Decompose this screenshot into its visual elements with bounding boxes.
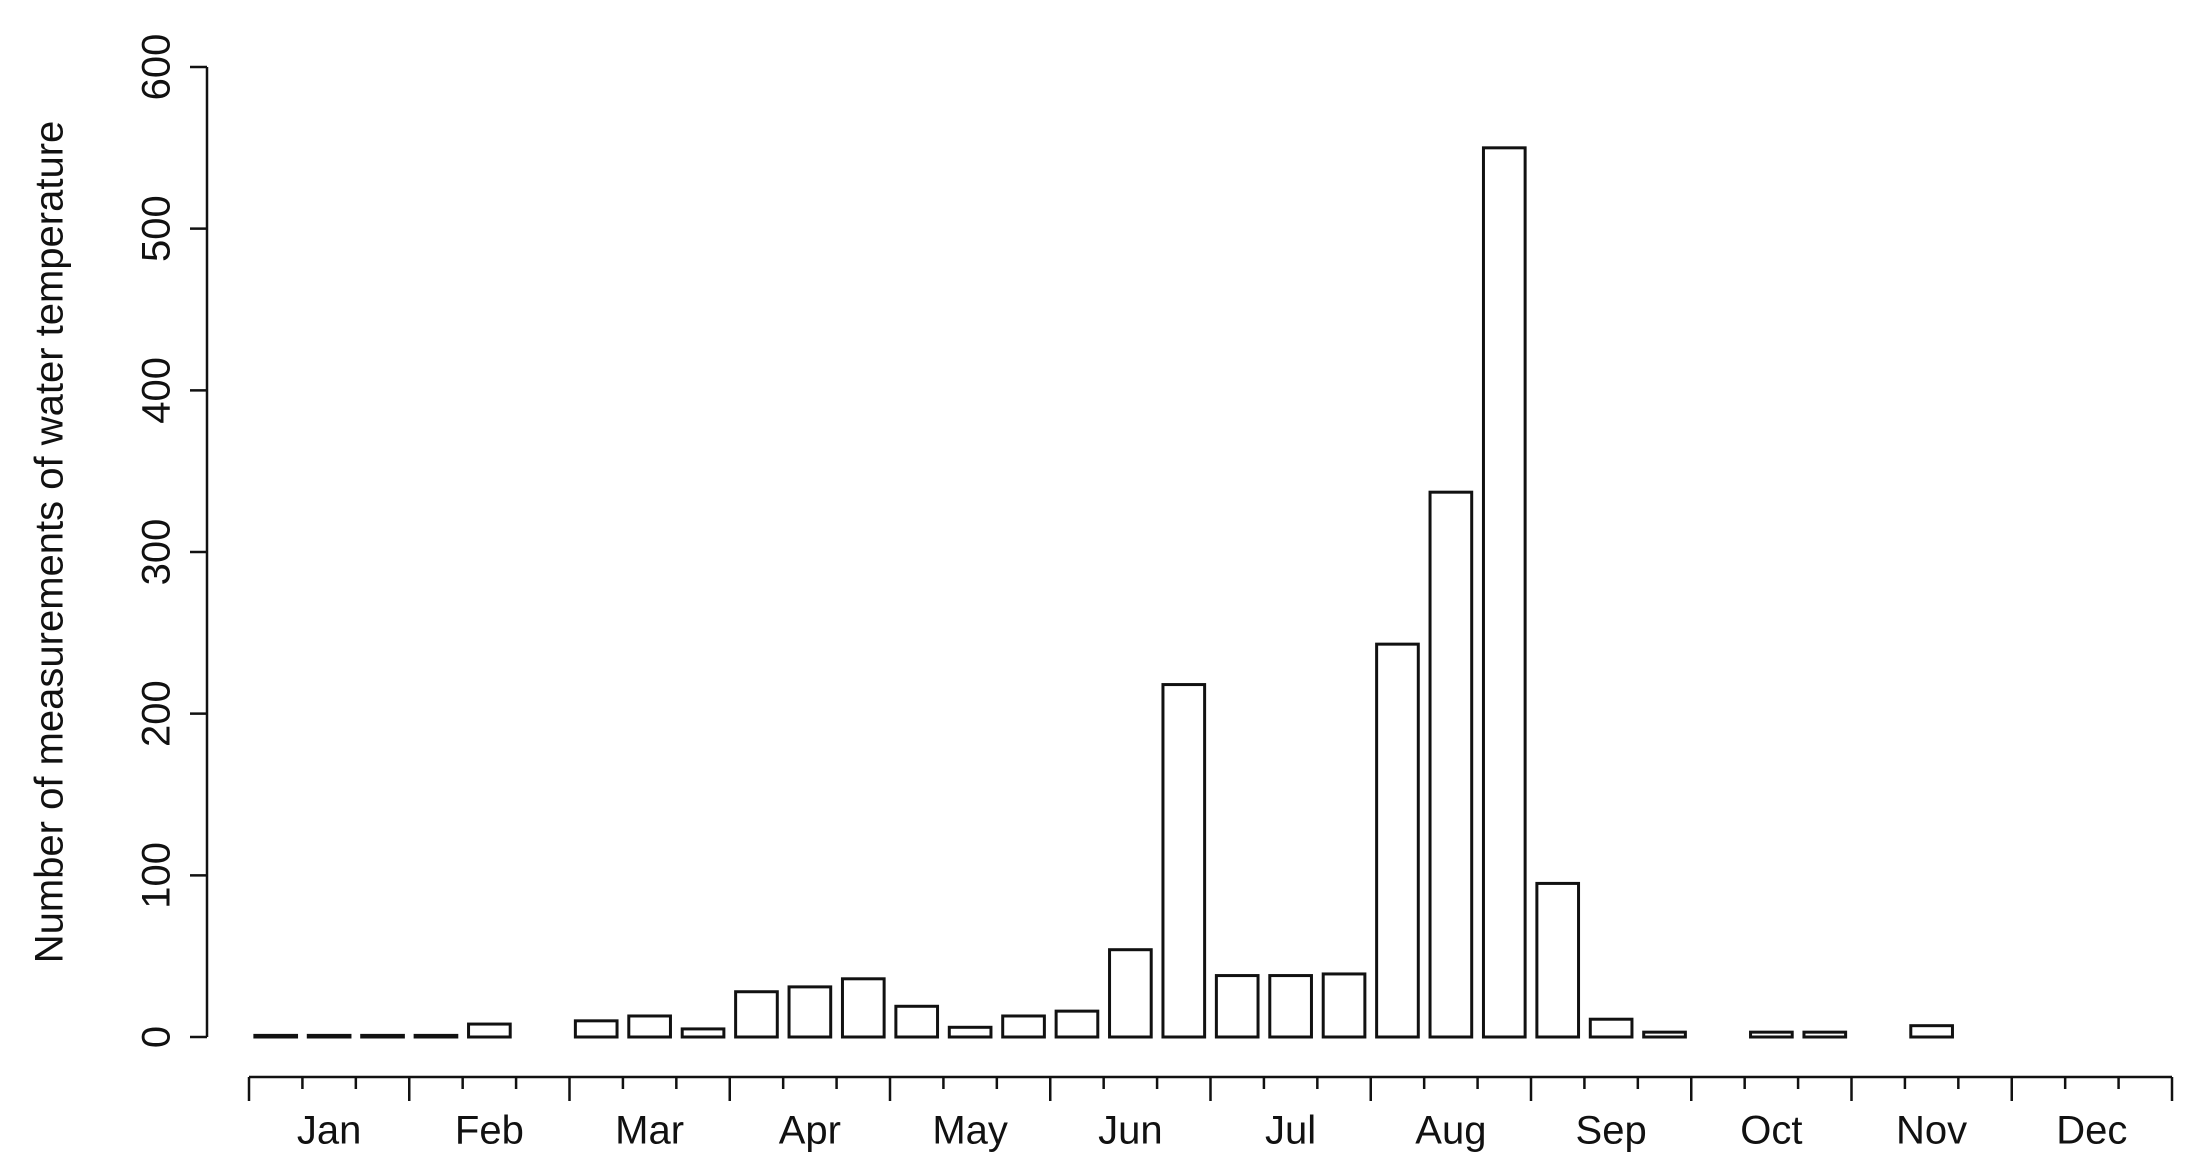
month-label: Sep xyxy=(1576,1109,1647,1153)
month-label: Oct xyxy=(1740,1109,1802,1153)
y-tick-label: 600 xyxy=(135,34,179,101)
month-label: Feb xyxy=(455,1109,524,1153)
month-label: Mar xyxy=(615,1109,684,1153)
month-label: Apr xyxy=(779,1109,841,1153)
bar xyxy=(1481,146,1527,1039)
y-tick-label: 100 xyxy=(135,842,179,909)
month-label: Jun xyxy=(1098,1109,1163,1153)
month-label: Jul xyxy=(1265,1109,1316,1153)
bar xyxy=(1642,1030,1687,1039)
bar xyxy=(1588,1017,1634,1039)
bar xyxy=(413,1033,459,1039)
month-label: Nov xyxy=(1896,1109,1967,1153)
y-axis-title: Number of measurements of water temperat… xyxy=(28,121,72,964)
bar xyxy=(1749,1030,1794,1039)
bar xyxy=(306,1033,352,1039)
bar xyxy=(1108,948,1153,1039)
bar xyxy=(1054,1009,1100,1039)
month-label: Jan xyxy=(297,1109,362,1153)
bar xyxy=(253,1033,299,1039)
y-tick-label: 0 xyxy=(135,1026,179,1048)
bar xyxy=(1321,972,1367,1039)
bar xyxy=(1428,490,1474,1039)
bar xyxy=(1214,974,1260,1039)
bar xyxy=(627,1014,672,1039)
bar xyxy=(360,1033,405,1039)
bar xyxy=(787,985,833,1039)
bar xyxy=(1802,1030,1848,1039)
month-label: Dec xyxy=(2056,1109,2127,1153)
bar xyxy=(1535,881,1581,1039)
bar xyxy=(840,977,886,1039)
bar xyxy=(947,1025,993,1039)
bar xyxy=(1375,642,1420,1039)
month-label: May xyxy=(932,1109,1008,1153)
bar xyxy=(467,1022,512,1039)
y-tick-label: 200 xyxy=(135,680,179,747)
y-tick-label: 400 xyxy=(135,357,179,424)
bar xyxy=(573,1019,619,1039)
y-tick-label: 300 xyxy=(135,519,179,586)
bar xyxy=(1001,1014,1046,1039)
bar xyxy=(734,990,779,1039)
bar xyxy=(894,1004,940,1039)
bar xyxy=(1161,683,1207,1039)
bar xyxy=(680,1027,726,1039)
y-tick-label: 500 xyxy=(135,195,179,262)
bar xyxy=(1909,1024,1954,1039)
month-label: Aug xyxy=(1415,1109,1486,1153)
bar xyxy=(1268,974,1313,1039)
